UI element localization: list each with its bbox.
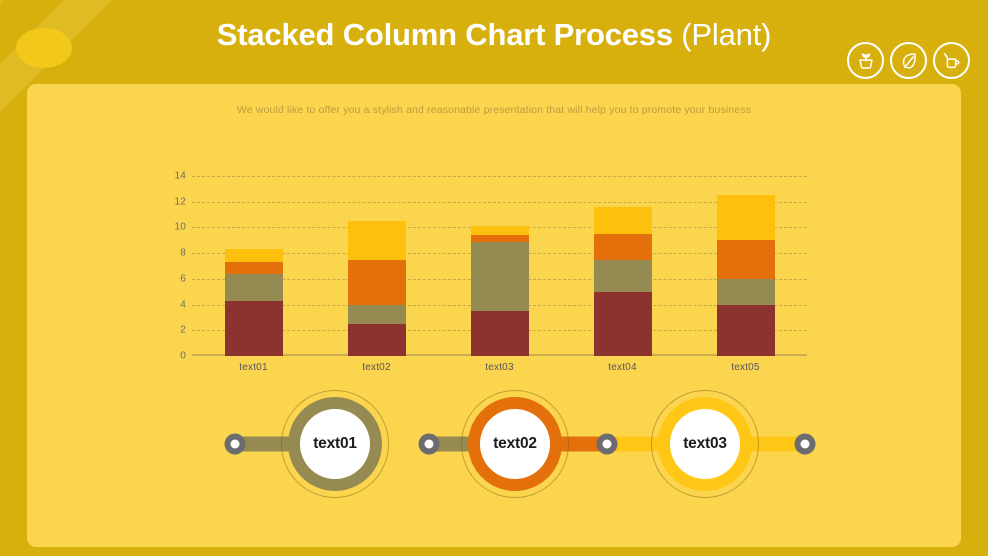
process-step[interactable]: text01	[281, 390, 389, 498]
stacked-bar[interactable]	[347, 221, 406, 356]
bar-segment[interactable]	[347, 221, 406, 260]
stacked-bar[interactable]	[593, 206, 652, 356]
bar-segment[interactable]	[716, 195, 775, 241]
panel-subtitle: We would like to offer you a stylish and…	[236, 104, 752, 116]
bar-group	[561, 176, 684, 356]
x-axis-tick: text05	[731, 362, 760, 373]
potted-plant-icon[interactable]	[847, 42, 884, 79]
step-outer-ring	[281, 390, 389, 498]
bar-group	[315, 176, 438, 356]
y-axis-tick: 8	[180, 247, 186, 259]
step-inner-circle: text02	[480, 409, 550, 479]
gridline	[192, 176, 807, 177]
process-step[interactable]: text03	[651, 390, 759, 498]
step-label: text01	[313, 435, 357, 452]
y-axis-tick: 2	[180, 324, 186, 336]
x-axis-tick: text02	[362, 362, 391, 373]
page-title-sub: (Plant)	[681, 17, 772, 52]
bar-segment[interactable]	[470, 241, 529, 311]
y-axis-tick: 4	[180, 299, 186, 311]
bar-segment[interactable]	[224, 300, 283, 356]
stacked-bar[interactable]	[224, 249, 283, 356]
process-node-dot[interactable]	[596, 433, 618, 455]
x-axis-tick: text03	[485, 362, 514, 373]
step-outer-ring	[461, 390, 569, 498]
leaf-icon[interactable]	[890, 42, 927, 79]
x-axis-tick: text04	[608, 362, 637, 373]
process-node-dot[interactable]	[418, 433, 440, 455]
header-icon-group	[847, 42, 970, 79]
page-title: Stacked Column Chart Process (Plant)	[0, 17, 988, 53]
y-axis-tick: 10	[174, 221, 186, 233]
step-label: text03	[683, 435, 727, 452]
x-axis-tick: text01	[239, 362, 268, 373]
process-node-dot[interactable]	[224, 433, 246, 455]
bar-group	[684, 176, 807, 356]
bar-segment[interactable]	[716, 304, 775, 356]
bar-segment[interactable]	[470, 226, 529, 236]
bar-segment[interactable]	[593, 259, 652, 292]
bar-segment[interactable]	[347, 259, 406, 305]
bar-segment[interactable]	[470, 235, 529, 242]
process-diagram: text01 text02 text03	[207, 384, 816, 504]
bar-segment[interactable]	[593, 291, 652, 356]
bar-segment[interactable]	[347, 323, 406, 356]
bar-segment[interactable]	[593, 233, 652, 260]
chart-bars	[192, 176, 807, 356]
bar-segment[interactable]	[347, 304, 406, 324]
bar-group	[192, 176, 315, 356]
watering-can-icon[interactable]	[933, 42, 970, 79]
content-panel: We would like to offer you a stylish and…	[27, 84, 961, 547]
page-title-main: Stacked Column Chart Process	[216, 17, 682, 52]
process-step[interactable]: text02	[461, 390, 569, 498]
y-axis-tick: 12	[174, 196, 186, 208]
process-node-dot[interactable]	[794, 433, 816, 455]
bar-segment[interactable]	[593, 206, 652, 234]
bar-segment[interactable]	[224, 273, 283, 301]
y-axis-tick: 6	[180, 273, 186, 285]
bar-segment[interactable]	[224, 249, 283, 263]
stacked-column-chart: 0 2 4 6 8 10 12 14 text01 text02 text03 text04 text…	[174, 171, 807, 373]
y-axis-labels: 0 2 4 6 8 10 12 14	[154, 171, 186, 362]
bar-segment[interactable]	[716, 240, 775, 279]
slide-header: Stacked Column Chart Process (Plant)	[0, 0, 988, 86]
step-outer-ring	[651, 390, 759, 498]
gridline	[192, 201, 807, 203]
bar-group	[438, 176, 561, 356]
y-axis-tick: 14	[174, 170, 186, 182]
bar-segment[interactable]	[224, 262, 283, 274]
bar-segment[interactable]	[470, 311, 529, 356]
bar-segment[interactable]	[716, 278, 775, 305]
step-label: text02	[493, 435, 537, 452]
step-inner-circle: text03	[670, 409, 740, 479]
x-axis-labels: text01 text02 text03 text04 text05	[192, 362, 807, 373]
gridline	[192, 356, 807, 357]
step-inner-circle: text01	[300, 409, 370, 479]
stacked-bar[interactable]	[470, 226, 529, 356]
y-axis-tick: 0	[180, 350, 186, 362]
stacked-bar[interactable]	[716, 195, 775, 356]
